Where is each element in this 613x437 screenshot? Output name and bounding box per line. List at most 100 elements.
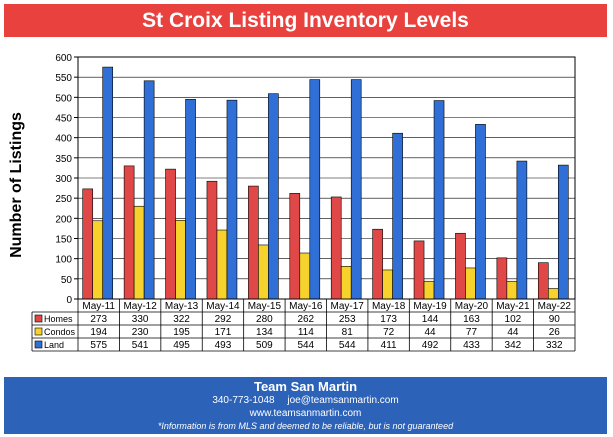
table-value-condos: 26 <box>549 327 561 338</box>
bar-land-may-19 <box>433 100 445 300</box>
table-value-homes: 144 <box>422 314 439 325</box>
y-tick-label: 500 <box>55 93 72 104</box>
bar-condos-may-13 <box>175 220 186 300</box>
table-value-land: 492 <box>422 340 439 351</box>
x-category-label: May-17 <box>331 301 365 312</box>
x-category-label: May-12 <box>123 301 157 312</box>
bar-homes-may-20 <box>455 232 466 300</box>
bar-land-may-15 <box>268 93 279 300</box>
y-tick-label: 400 <box>55 134 72 145</box>
x-category-label: May-19 <box>413 301 447 312</box>
table-value-condos: 44 <box>424 327 436 338</box>
table-value-land: 342 <box>505 340 522 351</box>
table-value-land: 541 <box>132 340 149 351</box>
bar-land-may-11 <box>102 66 114 300</box>
contact-line: 340-773-1048 joe@teamsanmartin.com <box>4 394 607 407</box>
bar-condos-may-17 <box>340 266 352 300</box>
y-tick-label: 450 <box>55 114 72 125</box>
table-value-condos: 230 <box>132 327 149 338</box>
table-value-homes: 253 <box>339 314 356 325</box>
bar-chart: 0 50 100 150 200 250 300 350 400 450 500 550 600 May-… <box>31 53 576 352</box>
table-value-condos: 114 <box>298 327 314 338</box>
table-value-condos: 134 <box>256 327 273 338</box>
y-tick-label: 0 <box>66 295 72 306</box>
x-category-label: May-13 <box>165 301 199 312</box>
bar-homes-may-19 <box>413 240 425 300</box>
bar-condos-may-12 <box>133 205 145 300</box>
table-value-land: 411 <box>381 340 397 351</box>
company-name: Team San Martin <box>253 379 358 394</box>
bar-condos-may-20 <box>465 267 476 300</box>
bar-condos-may-18 <box>382 269 393 300</box>
table-value-land: 495 <box>173 340 190 351</box>
bar-land-may-12 <box>143 80 155 300</box>
bar-homes-may-21 <box>496 257 508 300</box>
x-category-label: May-11 <box>82 301 115 312</box>
bar-condos-may-21 <box>506 280 518 300</box>
x-category-label: May-21 <box>496 301 530 312</box>
legend-label-land: Land <box>44 340 64 350</box>
table-value-land: 493 <box>215 340 232 351</box>
legend-swatch-homes <box>34 314 43 323</box>
bar-homes-may-17 <box>330 196 342 300</box>
bar-homes-may-14 <box>206 180 218 300</box>
footer-banner: Team San Martin 340-773-1048 joe@teamsan… <box>4 377 607 434</box>
bar-homes-may-11 <box>82 188 94 300</box>
x-category-label: May-18 <box>372 301 406 312</box>
table-value-land: 544 <box>339 340 356 351</box>
table-value-land: 544 <box>297 340 314 351</box>
y-tick-label: 300 <box>55 174 72 185</box>
table-value-condos: 171 <box>215 327 232 338</box>
bar-land-may-13 <box>185 99 196 300</box>
bar-land-may-14 <box>226 99 238 300</box>
table-value-land: 575 <box>90 340 107 351</box>
disclaimer: *Information is from MLS and deemed to b… <box>157 421 454 431</box>
bar-homes-may-18 <box>372 228 383 300</box>
bar-condos-may-15 <box>258 244 269 300</box>
phone-number: 340-773-1048 <box>212 395 275 406</box>
bar-homes-may-15 <box>248 185 259 300</box>
chart-title: St Croix Listing Inventory Levels <box>142 8 469 32</box>
y-tick-label: 50 <box>61 275 73 286</box>
y-tick-label: 150 <box>55 235 72 246</box>
legend-label-homes: Homes <box>44 314 73 324</box>
table-value-land: 332 <box>546 340 563 351</box>
bar-condos-may-19 <box>423 280 435 300</box>
bar-land-may-21 <box>516 160 528 300</box>
table-value-homes: 90 <box>549 314 561 325</box>
bar-land-may-20 <box>475 124 486 300</box>
table-value-homes: 292 <box>215 314 232 325</box>
legend-label-condos: Condos <box>44 327 76 337</box>
bar-homes-may-12 <box>123 165 135 300</box>
table-value-homes: 102 <box>505 314 522 325</box>
y-tick-label: 250 <box>55 194 72 205</box>
x-category-label: May-14 <box>206 301 240 312</box>
table-value-homes: 273 <box>90 314 107 325</box>
bar-land-may-18 <box>392 132 403 300</box>
table-value-homes: 330 <box>132 314 149 325</box>
bar-land-may-22 <box>557 164 569 300</box>
y-tick-label: 350 <box>55 154 72 165</box>
table-value-condos: 81 <box>342 327 354 338</box>
table-value-homes: 163 <box>463 314 480 325</box>
table-value-condos: 194 <box>90 327 107 338</box>
table-value-condos: 44 <box>507 327 519 338</box>
x-category-label: May-16 <box>289 301 323 312</box>
table-value-land: 509 <box>256 340 273 351</box>
bar-condos-may-16 <box>299 252 311 300</box>
x-category-label: May-22 <box>538 301 572 312</box>
email-address[interactable]: joe@teamsanmartin.com <box>287 395 399 406</box>
y-tick-label: 550 <box>55 73 72 84</box>
legend-swatch-land <box>34 340 43 349</box>
bar-condos-may-11 <box>92 220 104 300</box>
table-value-condos: 195 <box>173 327 190 338</box>
x-category-label: May-20 <box>455 301 489 312</box>
table-value-condos: 72 <box>383 327 395 338</box>
bar-land-may-16 <box>309 79 321 300</box>
bar-condos-may-22 <box>547 288 559 300</box>
title-banner: St Croix Listing Inventory Levels <box>4 4 607 37</box>
bar-homes-may-22 <box>537 262 549 300</box>
y-tick-label: 200 <box>55 214 72 225</box>
website[interactable]: www.teamsanmartin.com <box>249 408 362 419</box>
bar-land-may-17 <box>350 79 362 300</box>
